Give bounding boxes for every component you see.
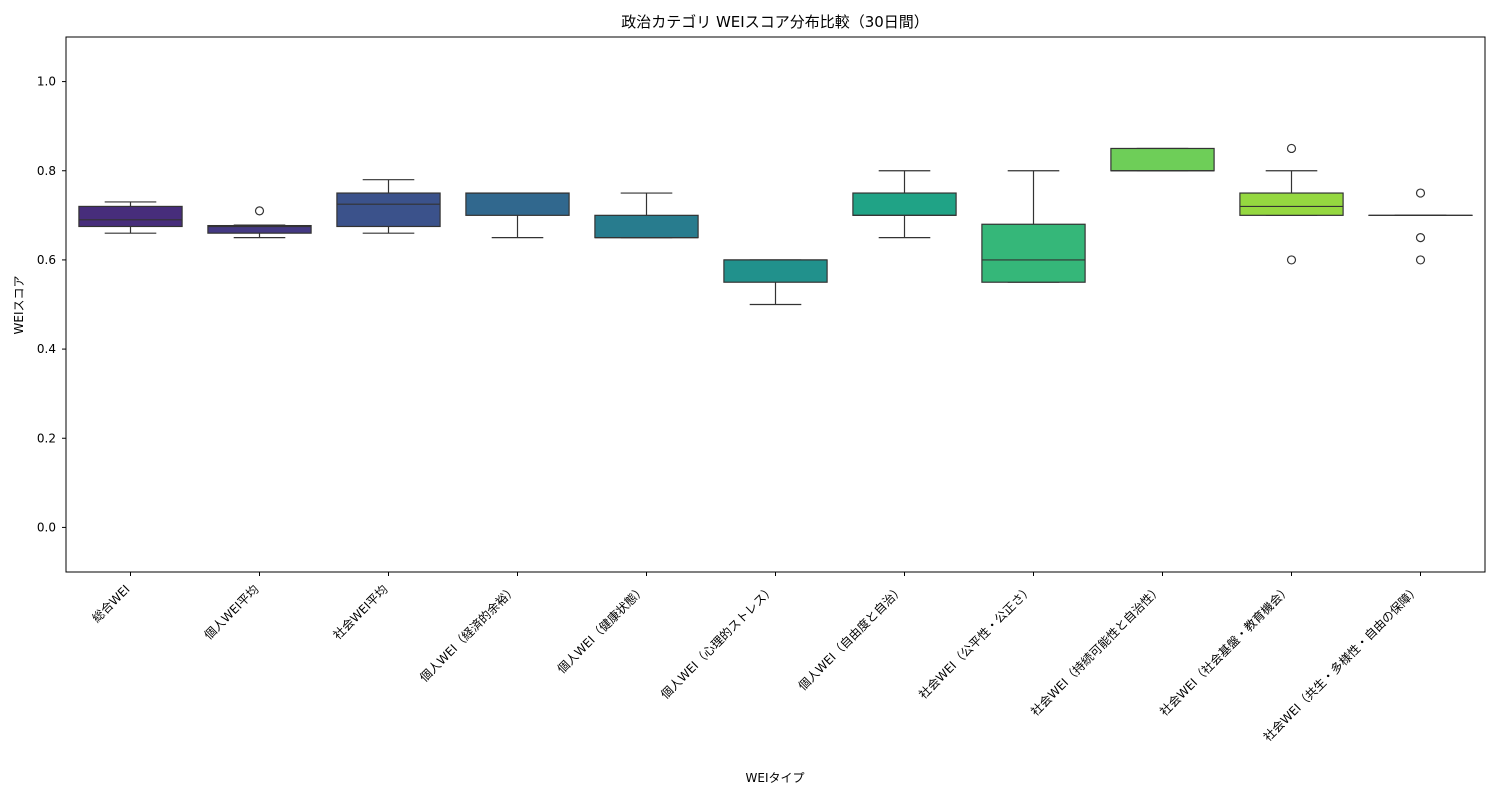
box-group	[852, 170, 957, 239]
x-tick-label: 個人WEI（自由度と自治）	[795, 582, 907, 694]
box-body	[465, 192, 570, 216]
box-body	[594, 214, 699, 239]
x-tick-label: 社会WEI（社会基盤・教育機会）	[1156, 582, 1293, 719]
box-group	[78, 201, 183, 234]
y-tick-label: 0.0	[37, 520, 56, 534]
y-tick-label: 0.6	[37, 253, 56, 267]
box-body	[1239, 192, 1344, 216]
box-body	[207, 224, 312, 234]
outlier-point	[1286, 255, 1297, 265]
box-group	[465, 192, 570, 239]
x-tick-label: 社会WEI（持続可能性と自治性）	[1027, 582, 1164, 719]
x-tick-label: 個人WEI平均	[202, 582, 262, 642]
box-group	[1110, 147, 1215, 172]
x-axis-title: WEIタイプ	[746, 771, 805, 785]
box-group	[723, 259, 828, 306]
box-group	[981, 170, 1086, 283]
box-body	[336, 192, 441, 228]
box-body	[852, 192, 957, 216]
y-tick-label: 1.0	[37, 75, 56, 89]
box-group	[1368, 188, 1473, 265]
outlier-point	[1415, 188, 1426, 198]
box-group	[1239, 143, 1344, 265]
y-tick-label: 0.4	[37, 342, 56, 356]
chart-title: 政治カテゴリ WEIスコア分布比較（30日間）	[621, 13, 929, 31]
x-tick-label: 個人WEI（健康状態）	[554, 582, 649, 677]
outlier-point	[1286, 143, 1297, 154]
outlier-point	[1415, 255, 1426, 265]
y-axis: 0.0 0.2 0.4 0.6 0.8 1.0	[37, 75, 66, 534]
box-group	[207, 206, 312, 239]
y-axis-title: WEIスコア	[12, 276, 26, 335]
x-axis: 総合WEI 個人WEI平均 社会WEI平均 個人WEI（経済的余裕） 個人WEI（健康状…	[89, 572, 1423, 744]
box-body	[981, 223, 1086, 283]
x-tick-label: 社会WEI（共生・多様性・自由の保障）	[1260, 582, 1423, 745]
x-tick-label: 社会WEI（公平性・公正さ）	[915, 582, 1035, 702]
box-body	[1110, 147, 1215, 172]
outlier-point	[254, 206, 265, 216]
x-tick-label: 個人WEI（心理的ストレス）	[657, 582, 777, 702]
y-tick-label: 0.8	[37, 164, 56, 178]
x-tick-label: 個人WEI（経済的余裕）	[416, 582, 519, 685]
box-group	[594, 192, 699, 239]
y-tick-label: 0.2	[37, 431, 56, 445]
box-body	[78, 205, 183, 228]
outlier-point	[1415, 233, 1426, 243]
plot-area	[78, 143, 1473, 306]
box-body	[723, 259, 828, 283]
x-tick-label: 社会WEI平均	[330, 582, 391, 643]
box-group	[336, 179, 441, 234]
x-tick-label: 総合WEI	[89, 582, 133, 626]
